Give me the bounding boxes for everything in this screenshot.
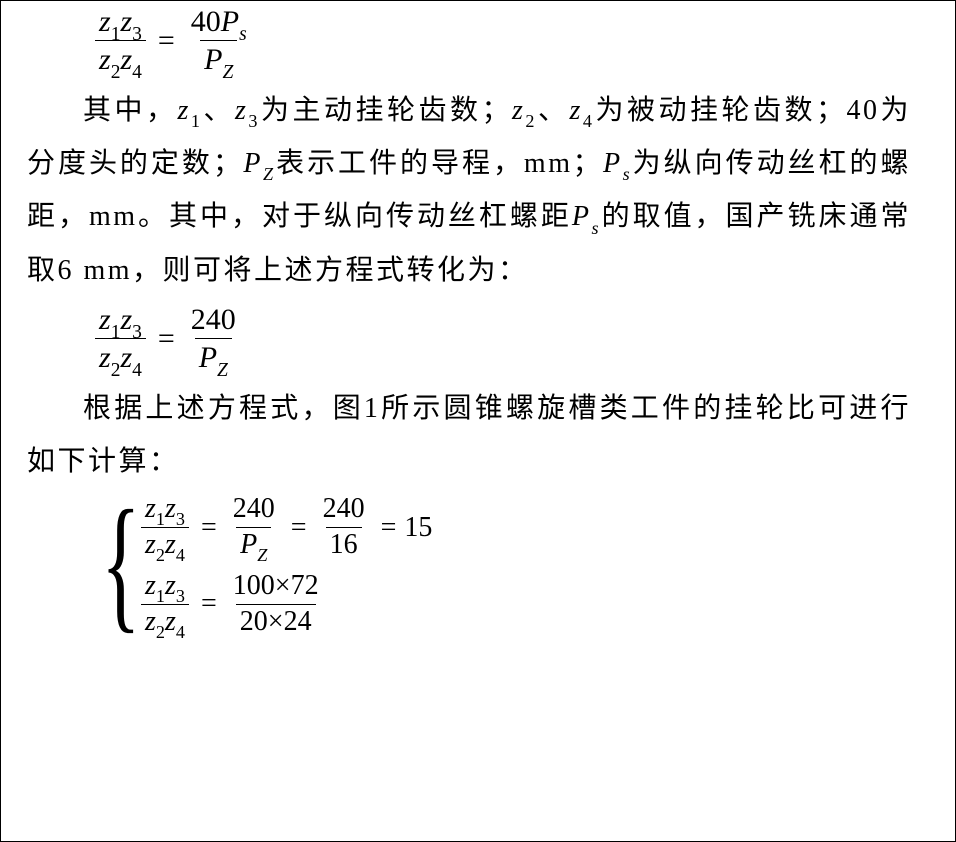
var-z: z [99,303,111,336]
var-z: z [145,529,156,560]
var-z: z [99,5,111,38]
sub-Z: Z [217,360,228,381]
times-icon: × [275,570,291,601]
sub-3: 3 [132,24,142,45]
equals-sign: = [201,577,217,630]
sub-s: s [623,164,633,184]
system-row-2: z1z3 z2z4 = 100×72 20×24 [137,571,432,638]
var-z: z [99,341,111,374]
sub-1: 1 [156,509,165,529]
paragraph-1: 其中，z1、z3为主动挂轮齿数；z2、z4为被动挂轮齿数；40为分度头的定数；P… [27,84,911,297]
page: z1z3 z2z4 = 40Ps PZ 其中，z1、z3为主动挂轮齿数；z2、z… [0,0,956,842]
num-72: 72 [291,570,319,601]
sub-s: s [592,218,602,238]
eq1-lhs-fraction: z1z3 z2z4 [95,5,146,76]
paragraph-2: 根据上述方程式，图1所示圆锥螺旋槽类工件的挂轮比可进行如下计算： [27,382,911,488]
sub-2: 2 [111,360,121,381]
var-P: P [603,148,623,179]
num-100: 100 [233,570,275,601]
equals-sign: = [158,12,175,69]
sep: 、 [537,95,570,126]
equals-sign: = [201,501,217,554]
var-z: z [178,95,191,126]
var-z: z [145,570,156,601]
var-z: z [99,43,111,76]
system-row-1: z1z3 z2z4 = 240 PZ = 240 16 [137,494,432,561]
sub-1: 1 [191,111,203,131]
times-icon: × [268,606,284,637]
equals-sign: = [158,310,175,367]
sub-3: 3 [132,322,142,343]
sub-1: 1 [156,586,165,606]
r1-lhs-fraction: z1z3 z2z4 [141,494,189,561]
var-z: z [165,529,176,560]
var-z: z [569,95,582,126]
var-z: z [165,606,176,637]
num-20: 20 [240,606,268,637]
text: 为主动挂轮齿数； [260,95,512,126]
var-P: P [243,148,263,179]
var-z: z [165,493,176,524]
equation-2: z1z3 z2z4 = 240 PZ [91,303,911,374]
sub-2: 2 [156,622,165,642]
equation-system: { z1z3 z2z4 = 240 PZ [101,494,911,637]
var-z: z [235,95,248,126]
var-z: z [165,570,176,601]
num-240: 240 [229,494,279,527]
sub-2: 2 [156,545,165,565]
var-z: z [120,303,132,336]
sub-2: 2 [525,111,537,131]
var-P: P [572,201,592,232]
sub-3: 3 [176,509,185,529]
r2-rhs-fraction: 100×72 20×24 [229,571,323,638]
equals-sign: = [291,501,307,554]
var-z: z [120,5,132,38]
num-24: 24 [284,606,312,637]
num-240: 240 [187,303,240,338]
sub-Z: Z [222,62,233,83]
num-240: 240 [319,494,369,527]
equals-sign: = [381,501,397,554]
r1-frac-240-16: 240 16 [319,494,369,561]
sub-2: 2 [111,62,121,83]
text: 其中， [83,95,178,126]
sub-4: 4 [132,62,142,83]
sub-4: 4 [132,360,142,381]
var-z: z [145,493,156,524]
result-15: 15 [404,501,432,554]
var-P: P [204,43,222,76]
sub-4: 4 [583,111,595,131]
var-z: z [512,95,525,126]
r1-frac-240-pz: 240 PZ [229,494,279,561]
sub-3: 3 [248,111,260,131]
sub-1: 1 [111,24,121,45]
r2-lhs-fraction: z1z3 z2z4 [141,571,189,638]
equation-1: z1z3 z2z4 = 40Ps PZ [91,5,911,76]
var-z: z [120,341,132,374]
eq1-rhs-fraction: 40Ps PZ [187,5,251,76]
sub-s: s [239,24,247,45]
sub-Z: Z [257,545,267,565]
sub-1: 1 [111,322,121,343]
sub-4: 4 [176,545,185,565]
sub-4: 4 [176,622,185,642]
sub-Z: Z [263,164,276,184]
text: 表示工件的导程，mm； [276,148,603,179]
system-rows: z1z3 z2z4 = 240 PZ = 240 16 [137,494,432,637]
var-z: z [145,606,156,637]
var-P: P [199,341,217,374]
var-P: P [240,529,257,560]
coef-40: 40 [191,5,221,38]
sep: 、 [203,95,236,126]
den-16: 16 [326,527,362,561]
eq2-lhs-fraction: z1z3 z2z4 [95,303,146,374]
text: 根据上述方程式，图1所示圆锥螺旋槽类工件的挂轮比可进行如下计算： [27,393,911,477]
sub-3: 3 [176,586,185,606]
var-P: P [221,5,239,38]
var-z: z [120,43,132,76]
eq2-rhs-fraction: 240 PZ [187,303,240,374]
